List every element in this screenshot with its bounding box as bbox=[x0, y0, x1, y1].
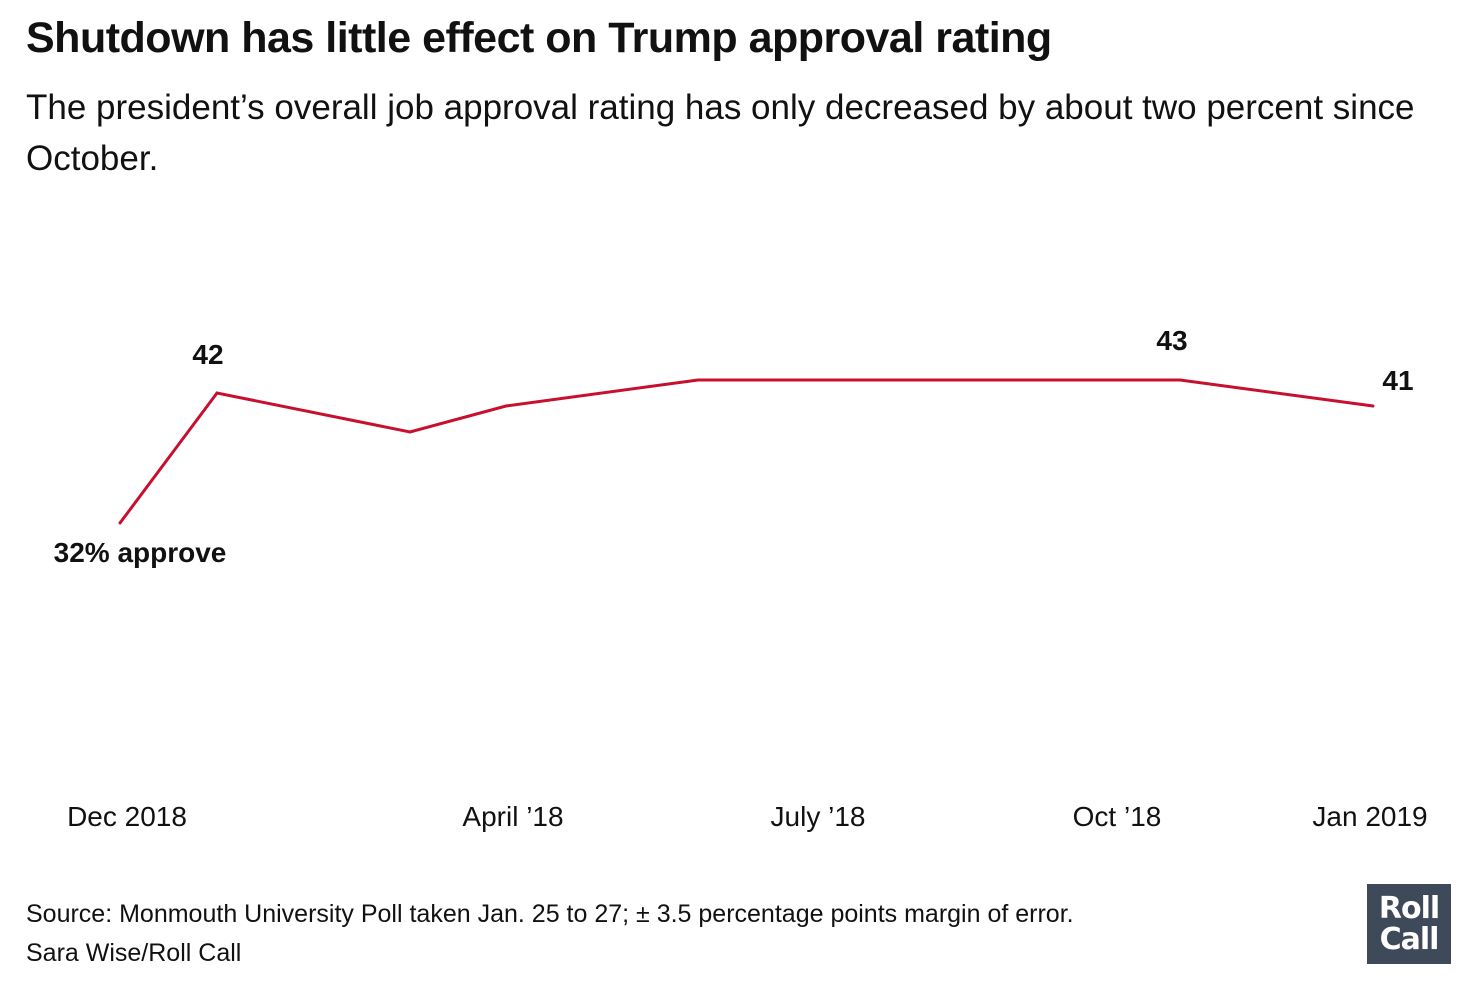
logo-line-2: Call bbox=[1379, 922, 1440, 957]
chart-subtitle: The president’s overall job approval rat… bbox=[26, 88, 1415, 178]
data-point bbox=[1178, 378, 1182, 382]
data-label: 41 bbox=[1382, 365, 1413, 396]
data-point bbox=[856, 378, 860, 382]
approval-line bbox=[118, 378, 1374, 524]
x-tick-label: July ’18 bbox=[771, 801, 866, 832]
data-label: 43 bbox=[1156, 325, 1187, 356]
chart-title: Shutdown has little effect on Trump appr… bbox=[26, 14, 1052, 62]
data-point bbox=[118, 521, 122, 525]
x-tick-label: Dec 2018 bbox=[67, 801, 187, 832]
line-chart: 32% approve 42 43 41 Dec 2018 April ’18 July … bbox=[54, 325, 1428, 832]
data-labels-group: 32% approve 42 43 41 bbox=[54, 325, 1414, 568]
x-tick-label: Oct ’18 bbox=[1073, 801, 1162, 832]
data-point bbox=[1016, 378, 1020, 382]
roll-call-logo: Roll Call bbox=[1367, 884, 1451, 964]
data-point bbox=[1371, 404, 1375, 408]
data-point bbox=[504, 404, 508, 408]
data-point bbox=[215, 391, 219, 395]
x-tick-label: April ’18 bbox=[462, 801, 563, 832]
data-point bbox=[696, 378, 700, 382]
data-label: 42 bbox=[192, 339, 223, 370]
logo-line-1: Roll bbox=[1378, 891, 1440, 926]
data-point bbox=[408, 430, 412, 434]
data-label: 32% approve bbox=[54, 537, 227, 568]
credit-line: Sara Wise/Roll Call bbox=[26, 939, 242, 967]
x-axis-ticks: Dec 2018 April ’18 July ’18 Oct ’18 Jan 2019 bbox=[67, 801, 1428, 832]
x-tick-label: Jan 2019 bbox=[1312, 801, 1427, 832]
source-note: Source: Monmouth University Poll taken J… bbox=[26, 900, 1074, 928]
series-group bbox=[118, 378, 1375, 525]
